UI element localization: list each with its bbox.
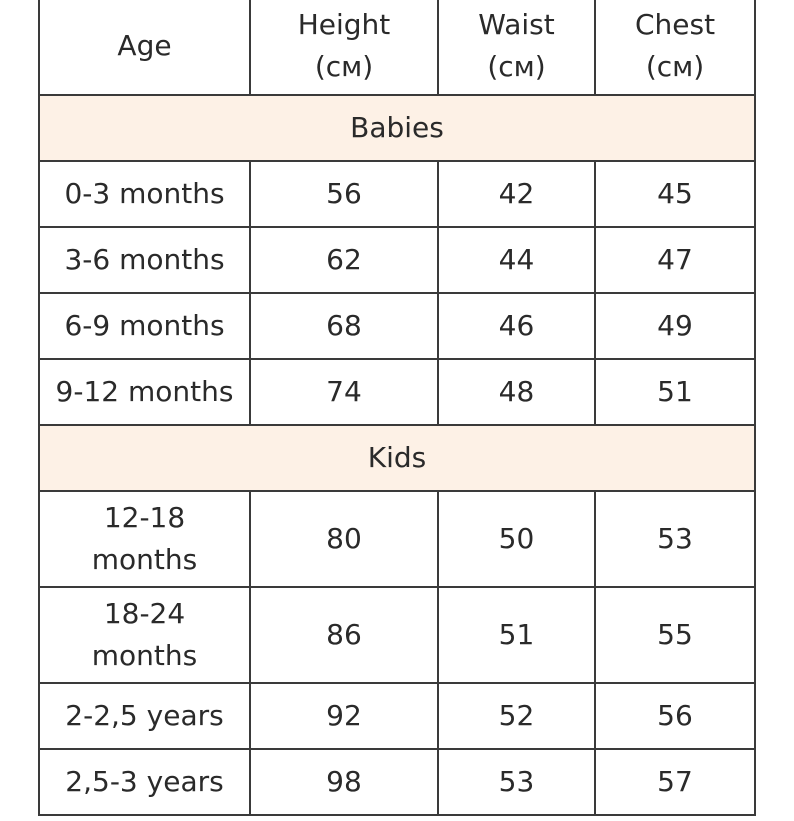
- cell-chest: 51: [594, 358, 756, 426]
- cell-height: 62: [249, 226, 439, 294]
- header-height: Height (см): [249, 0, 439, 96]
- header-age: Age: [38, 0, 251, 96]
- section-title: Babies: [38, 94, 756, 162]
- header-waist-label: Waist: [478, 8, 555, 41]
- cell-age-line2: months: [91, 639, 198, 672]
- cell-waist: 51: [437, 586, 596, 684]
- cell-height: 74: [249, 358, 439, 426]
- cell-chest: 53: [594, 490, 756, 588]
- header-row: Age Height (см) Waist (см) Chest (см): [38, 0, 756, 96]
- section-row-babies: Babies: [38, 94, 756, 162]
- table-row: 18-24 months 86 51 55: [38, 586, 756, 684]
- cell-age: 2-2,5 years: [38, 682, 251, 750]
- header-height-unit: (см): [314, 50, 374, 83]
- table-row: 2-2,5 years 92 52 56: [38, 682, 756, 750]
- cell-age-line1: 12-18: [103, 501, 186, 534]
- cell-waist: 44: [437, 226, 596, 294]
- cell-height: 92: [249, 682, 439, 750]
- cell-age: 6-9 months: [38, 292, 251, 360]
- cell-chest: 45: [594, 160, 756, 228]
- cell-age: 3-6 months: [38, 226, 251, 294]
- cell-chest: 47: [594, 226, 756, 294]
- table-row: 2,5-3 years 98 53 57: [38, 748, 756, 816]
- cell-age-line1: 18-24: [103, 597, 186, 630]
- cell-height: 86: [249, 586, 439, 684]
- cell-height: 80: [249, 490, 439, 588]
- header-chest-label: Chest: [634, 8, 716, 41]
- cell-age: 18-24 months: [38, 586, 251, 684]
- cell-age: 9-12 months: [38, 358, 251, 426]
- cell-height: 98: [249, 748, 439, 816]
- cell-waist: 46: [437, 292, 596, 360]
- header-chest-unit: (см): [645, 50, 705, 83]
- cell-waist: 52: [437, 682, 596, 750]
- section-title: Kids: [38, 424, 756, 492]
- table-row: 9-12 months 74 48 51: [38, 358, 756, 426]
- table-row: 3-6 months 62 44 47: [38, 226, 756, 294]
- section-row-kids: Kids: [38, 424, 756, 492]
- cell-age: 0-3 months: [38, 160, 251, 228]
- cell-chest: 57: [594, 748, 756, 816]
- cell-age: 12-18 months: [38, 490, 251, 588]
- cell-chest: 55: [594, 586, 756, 684]
- cell-chest: 49: [594, 292, 756, 360]
- header-height-label: Height: [297, 8, 391, 41]
- cell-waist: 42: [437, 160, 596, 228]
- cell-chest: 56: [594, 682, 756, 750]
- table-row: 12-18 months 80 50 53: [38, 490, 756, 588]
- cell-waist: 48: [437, 358, 596, 426]
- cell-height: 56: [249, 160, 439, 228]
- cell-height: 68: [249, 292, 439, 360]
- cell-age: 2,5-3 years: [38, 748, 251, 816]
- size-chart-table: Age Height (см) Waist (см) Chest (см) Ba…: [38, 0, 756, 816]
- table-row: 6-9 months 68 46 49: [38, 292, 756, 360]
- cell-waist: 50: [437, 490, 596, 588]
- header-waist: Waist (см): [437, 0, 596, 96]
- cell-waist: 53: [437, 748, 596, 816]
- table-row: 0-3 months 56 42 45: [38, 160, 756, 228]
- header-waist-unit: (см): [487, 50, 546, 83]
- header-chest: Chest (см): [594, 0, 756, 96]
- cell-age-line2: months: [91, 543, 198, 576]
